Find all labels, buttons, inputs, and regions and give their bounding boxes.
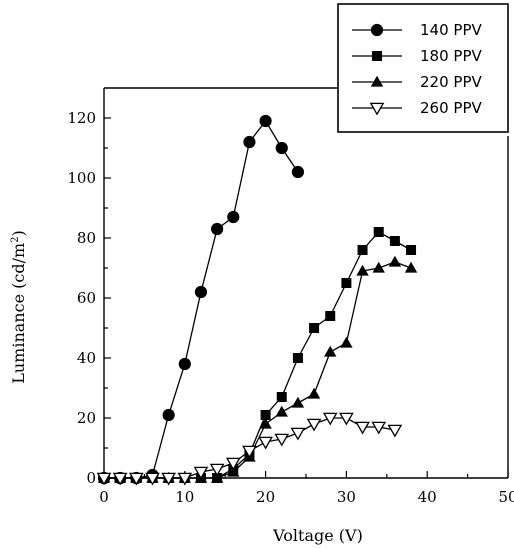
y-tick-label: 80	[77, 229, 96, 247]
data-point	[373, 227, 384, 237]
legend-marker	[372, 51, 382, 61]
data-point	[341, 278, 352, 288]
data-point	[290, 427, 306, 441]
y-tick-label: 20	[77, 409, 96, 427]
x-tick-label: 30	[337, 488, 356, 506]
data-point	[324, 345, 337, 357]
legend-marker	[370, 23, 384, 37]
data-point	[259, 114, 272, 128]
data-point	[276, 392, 287, 402]
data-point	[112, 472, 128, 486]
series-1	[97, 114, 305, 485]
data-point	[225, 457, 241, 471]
y-axis-label-superscript: 2	[10, 236, 21, 242]
data-point	[309, 323, 320, 333]
legend-entry: 260 PPV	[352, 99, 482, 117]
legend-entry: 180 PPV	[352, 47, 482, 65]
series-3	[97, 255, 418, 483]
x-tick-label: 0	[99, 488, 109, 506]
y-axis-label: Luminance (cd/m2)	[9, 230, 28, 384]
data-point	[406, 245, 417, 255]
legend-label: 260 PPV	[420, 99, 482, 117]
y-tick-label: 120	[67, 109, 96, 127]
data-point	[96, 472, 112, 486]
data-point	[291, 396, 305, 408]
data-point	[387, 424, 403, 438]
data-point	[227, 465, 240, 477]
data-point	[322, 412, 338, 426]
y-tick-label: 60	[77, 289, 96, 307]
y-tick-label: 100	[67, 169, 96, 187]
legend-label: 220 PPV	[420, 73, 482, 91]
data-point	[211, 222, 224, 236]
data-point	[355, 421, 370, 435]
data-point	[339, 412, 354, 426]
legend-marker	[369, 102, 385, 116]
legend-entry: 140 PPV	[352, 21, 482, 39]
data-point	[242, 445, 257, 459]
x-tick-label: 10	[175, 488, 194, 506]
y-tick-label: 40	[77, 349, 96, 367]
legend: 140 PPV 180 PPV 220 PPV 260 PPV	[337, 3, 509, 133]
data-point	[178, 357, 191, 371]
y-axis-label-end: )	[9, 230, 28, 236]
data-point	[161, 472, 176, 486]
data-point	[128, 472, 144, 486]
data-point	[227, 210, 240, 224]
x-tick-label: 40	[418, 488, 437, 506]
x-tick-label: 50	[498, 488, 514, 506]
legend-label: 140 PPV	[420, 21, 482, 39]
data-point	[209, 463, 225, 477]
data-point	[389, 236, 400, 246]
data-point	[177, 472, 193, 486]
legend-label: 180 PPV	[420, 47, 482, 65]
data-point	[325, 311, 336, 321]
x-tick-label: 20	[256, 488, 275, 506]
data-point	[162, 408, 175, 422]
series-line	[104, 261, 412, 479]
y-axis-ticks: 0 20 40 60 80 100 120	[67, 109, 111, 487]
data-point	[307, 387, 321, 399]
data-point	[194, 285, 208, 299]
data-point	[372, 261, 385, 273]
data-point	[275, 141, 288, 155]
data-point	[306, 418, 322, 432]
data-point	[340, 336, 353, 348]
data-point	[357, 245, 368, 255]
x-axis-label: Voltage (V)	[272, 526, 363, 545]
y-tick-label: 0	[86, 469, 96, 487]
series-4	[96, 412, 403, 486]
data-point	[275, 405, 288, 417]
data-point	[210, 471, 224, 483]
data-point	[371, 421, 387, 435]
series-2	[99, 227, 417, 483]
y-axis-label-main: Luminance (cd/m	[9, 243, 28, 384]
legend-entry: 220 PPV	[352, 73, 482, 91]
data-point	[274, 433, 290, 447]
data-point	[259, 417, 272, 429]
legend-box	[337, 3, 509, 133]
legend-marker	[370, 75, 384, 87]
data-point	[292, 353, 303, 363]
data-point	[356, 264, 369, 276]
data-point	[260, 410, 271, 420]
series-layer	[96, 114, 418, 486]
data-point	[404, 261, 418, 273]
data-point	[145, 472, 160, 486]
data-point	[193, 466, 209, 480]
data-point	[291, 165, 305, 179]
x-axis-ticks: 0 10 20 30 40 50	[99, 471, 514, 506]
data-point	[243, 135, 256, 149]
data-point	[258, 436, 273, 450]
data-point	[388, 255, 402, 267]
